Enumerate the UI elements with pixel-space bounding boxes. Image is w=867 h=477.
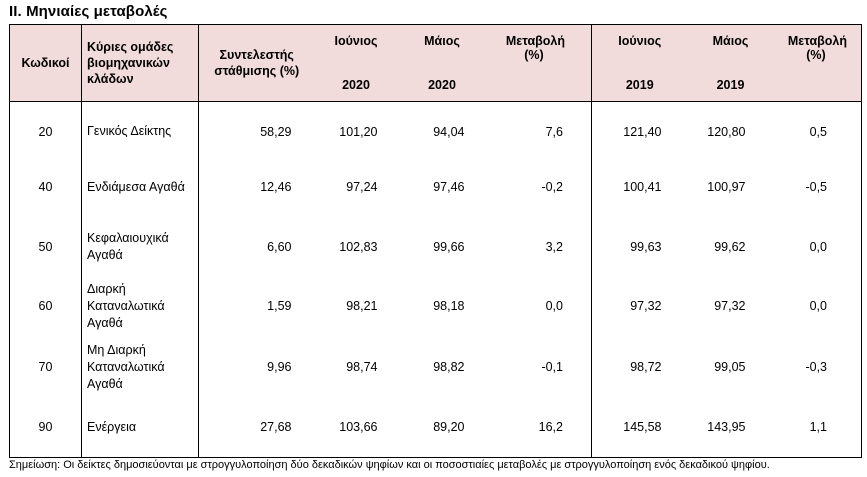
row-code: 60 xyxy=(9,276,82,336)
header-may-2020: Μάιος 2020 xyxy=(397,24,487,102)
table-row: 70 Μη Διαρκή Καταναλωτικά Αγαθά 9,96 98,… xyxy=(9,336,862,398)
row-may-2019: 120,80 xyxy=(707,124,746,139)
row-change-2020: 16,2 xyxy=(486,398,592,458)
row-june-2020: 102,83 xyxy=(339,240,378,254)
row-weight: 6,60 xyxy=(267,240,292,254)
row-change-2020: -0,2 xyxy=(486,156,592,218)
row-june-2019: 145,58 xyxy=(591,398,688,458)
row-group: Γενικός Δείκτης xyxy=(81,107,199,156)
footnote: Σημείωση: Οι δείκτες δημοσιεύονται με στ… xyxy=(9,459,770,471)
monthly-changes-table: Κωδικοί Κύριες ομάδες βιομηχανικών κλάδω… xyxy=(9,24,862,458)
row-weight: 27,68 xyxy=(198,398,315,458)
table-row: 90 Ενέργεια 27,68 103,66 89,20 16,2 145,… xyxy=(9,398,862,458)
row-may-2020: 99,66 xyxy=(433,240,465,254)
row-june-2019: 98,72 xyxy=(630,360,662,374)
row-may-2019: 99,62 xyxy=(714,240,746,254)
row-may-2020: 98,82 xyxy=(433,360,465,374)
row-june-2020: 101,20 xyxy=(339,124,378,139)
row-weight: 58,29 xyxy=(260,124,292,139)
header-june-2020: Ιούνιος 2020 xyxy=(314,24,398,102)
row-weight: 12,46 xyxy=(260,180,292,194)
row-change-2019: 1,1 xyxy=(773,398,862,458)
row-june-2020: 103,66 xyxy=(314,398,398,458)
row-june-2020: 97,24 xyxy=(346,180,378,194)
header-code: Κωδικοί xyxy=(9,24,82,102)
row-group: Ενέργεια xyxy=(81,398,199,458)
header-weight: Συντελεστής στάθμισης (%) xyxy=(198,24,315,102)
row-may-2020: 97,46 xyxy=(433,180,465,194)
row-code: 90 xyxy=(9,398,82,458)
row-code: 20 xyxy=(9,107,82,156)
row-code: 70 xyxy=(9,336,82,398)
row-change-2020: 7,6 xyxy=(486,107,592,156)
row-june-2019: 121,40 xyxy=(623,124,662,139)
row-weight: 1,59 xyxy=(267,299,292,313)
row-group: Κεφαλαιουχικά Αγαθά xyxy=(81,218,199,276)
table-row: 60 Διαρκή Καταναλωτικά Αγαθά 1,59 98,21 … xyxy=(9,276,862,336)
row-may-2019: 143,95 xyxy=(687,398,774,458)
row-may-2019: 97,32 xyxy=(714,299,746,313)
table-row: 50 Κεφαλαιουχικά Αγαθά 6,60 102,83 99,66… xyxy=(9,218,862,276)
row-june-2020: 98,21 xyxy=(346,299,378,313)
row-code: 50 xyxy=(9,218,82,276)
table-row: 40 Ενδιάμεσα Αγαθά 12,46 97,24 97,46 -0,… xyxy=(9,156,862,218)
page-title: II. Μηνιαίες μεταβολές xyxy=(9,3,168,20)
row-code: 40 xyxy=(9,156,82,218)
row-may-2019: 100,97 xyxy=(707,180,746,194)
row-change-2020: 0,0 xyxy=(486,276,592,336)
row-group: Μη Διαρκή Καταναλωτικά Αγαθά xyxy=(81,336,199,398)
row-june-2019: 100,41 xyxy=(623,180,662,194)
header-june-2019: Ιούνιος 2019 xyxy=(591,24,688,102)
row-change-2019: 0,0 xyxy=(773,218,862,276)
row-may-2020: 94,04 xyxy=(433,124,465,139)
row-may-2020: 89,20 xyxy=(397,398,487,458)
row-change-2019: -0,3 xyxy=(773,336,862,398)
row-group: Διαρκή Καταναλωτικά Αγαθά xyxy=(81,276,199,336)
header-row: Κωδικοί Κύριες ομάδες βιομηχανικών κλάδω… xyxy=(9,24,862,102)
row-change-2019: 0,0 xyxy=(773,276,862,336)
header-may-2019: Μάιος 2019 xyxy=(687,24,774,102)
row-change-2019: 0,5 xyxy=(773,107,862,156)
header-change-2019: Μεταβολή (%) xyxy=(773,24,862,102)
row-june-2020: 98,74 xyxy=(346,360,378,374)
row-group: Ενδιάμεσα Αγαθά xyxy=(81,156,199,218)
table-row: 20 Γενικός Δείκτης 58,29 101,20 94,04 7,… xyxy=(9,107,862,156)
row-weight: 9,96 xyxy=(267,360,292,374)
header-group: Κύριες ομάδες βιομηχανικών κλάδων xyxy=(81,24,199,102)
row-may-2020: 98,18 xyxy=(433,299,465,313)
row-change-2020: 3,2 xyxy=(486,218,592,276)
row-change-2019: -0,5 xyxy=(773,156,862,218)
row-june-2019: 99,63 xyxy=(630,240,662,254)
header-change-2020: Μεταβολή (%) xyxy=(486,24,592,102)
row-change-2020: -0,1 xyxy=(486,336,592,398)
row-may-2019: 99,05 xyxy=(714,360,746,374)
row-june-2019: 97,32 xyxy=(630,299,662,313)
